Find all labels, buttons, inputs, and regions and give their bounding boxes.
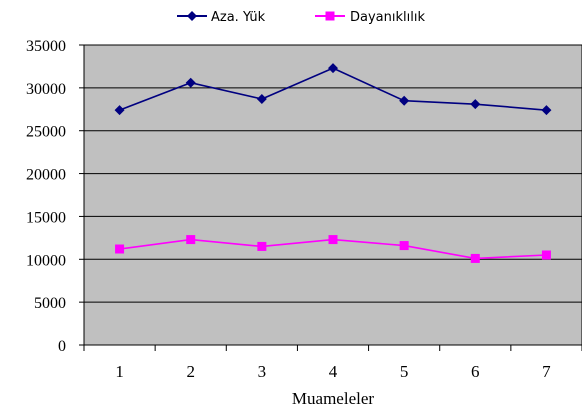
legend-marker <box>325 11 335 21</box>
legend: Aza. Yük Dayanıklılık <box>177 10 425 25</box>
square-marker <box>186 235 196 245</box>
x-tick-label: 7 <box>542 362 551 381</box>
square-marker <box>470 253 480 263</box>
y-tick-label: 30000 <box>26 81 66 98</box>
series-1 <box>114 63 552 116</box>
diamond-marker <box>328 63 338 74</box>
legend-item: Dayanıklılık <box>315 10 425 25</box>
square-marker <box>399 241 409 251</box>
x-tick-label: 4 <box>329 362 338 381</box>
diamond-marker <box>399 95 410 106</box>
y-tick-label: 5000 <box>34 295 66 312</box>
x-tick-label: 5 <box>400 362 409 381</box>
x-axis-title: Muameleler <box>292 389 374 408</box>
x-axis-ticks: 1 2 3 4 5 6 7 <box>83 345 582 381</box>
diamond-marker <box>541 105 552 116</box>
x-tick-label: 6 <box>471 362 480 381</box>
legend-item: Aza. Yük <box>177 10 266 25</box>
series-2 <box>115 235 551 263</box>
diamond-marker <box>256 94 267 104</box>
y-tick-label: 0 <box>58 338 66 355</box>
square-marker <box>328 235 338 245</box>
diamond-marker <box>185 77 196 88</box>
y-axis-ticks: 0 5000 10000 15000 20000 25000 30000 35000 <box>26 38 84 355</box>
series-layer <box>114 63 552 263</box>
square-marker <box>115 244 125 254</box>
y-tick-label: 10000 <box>26 252 66 269</box>
square-marker <box>541 250 551 260</box>
y-tick-label: 35000 <box>26 38 66 55</box>
legend-marker <box>187 11 197 21</box>
y-tick-label: 20000 <box>26 167 66 184</box>
diamond-marker <box>114 105 125 116</box>
x-tick-label: 3 <box>258 362 267 381</box>
legend-label: Dayanıklılık <box>350 10 425 25</box>
diamond-marker <box>470 99 481 110</box>
plot-area <box>83 44 582 346</box>
gridlines <box>84 44 582 303</box>
x-tick-label: 2 <box>186 362 195 381</box>
y-tick-label: 25000 <box>26 124 66 141</box>
y-tick-label: 15000 <box>26 209 66 226</box>
x-tick-label: 1 <box>115 362 124 381</box>
square-marker <box>257 241 267 251</box>
legend-label: Aza. Yük <box>211 10 266 25</box>
